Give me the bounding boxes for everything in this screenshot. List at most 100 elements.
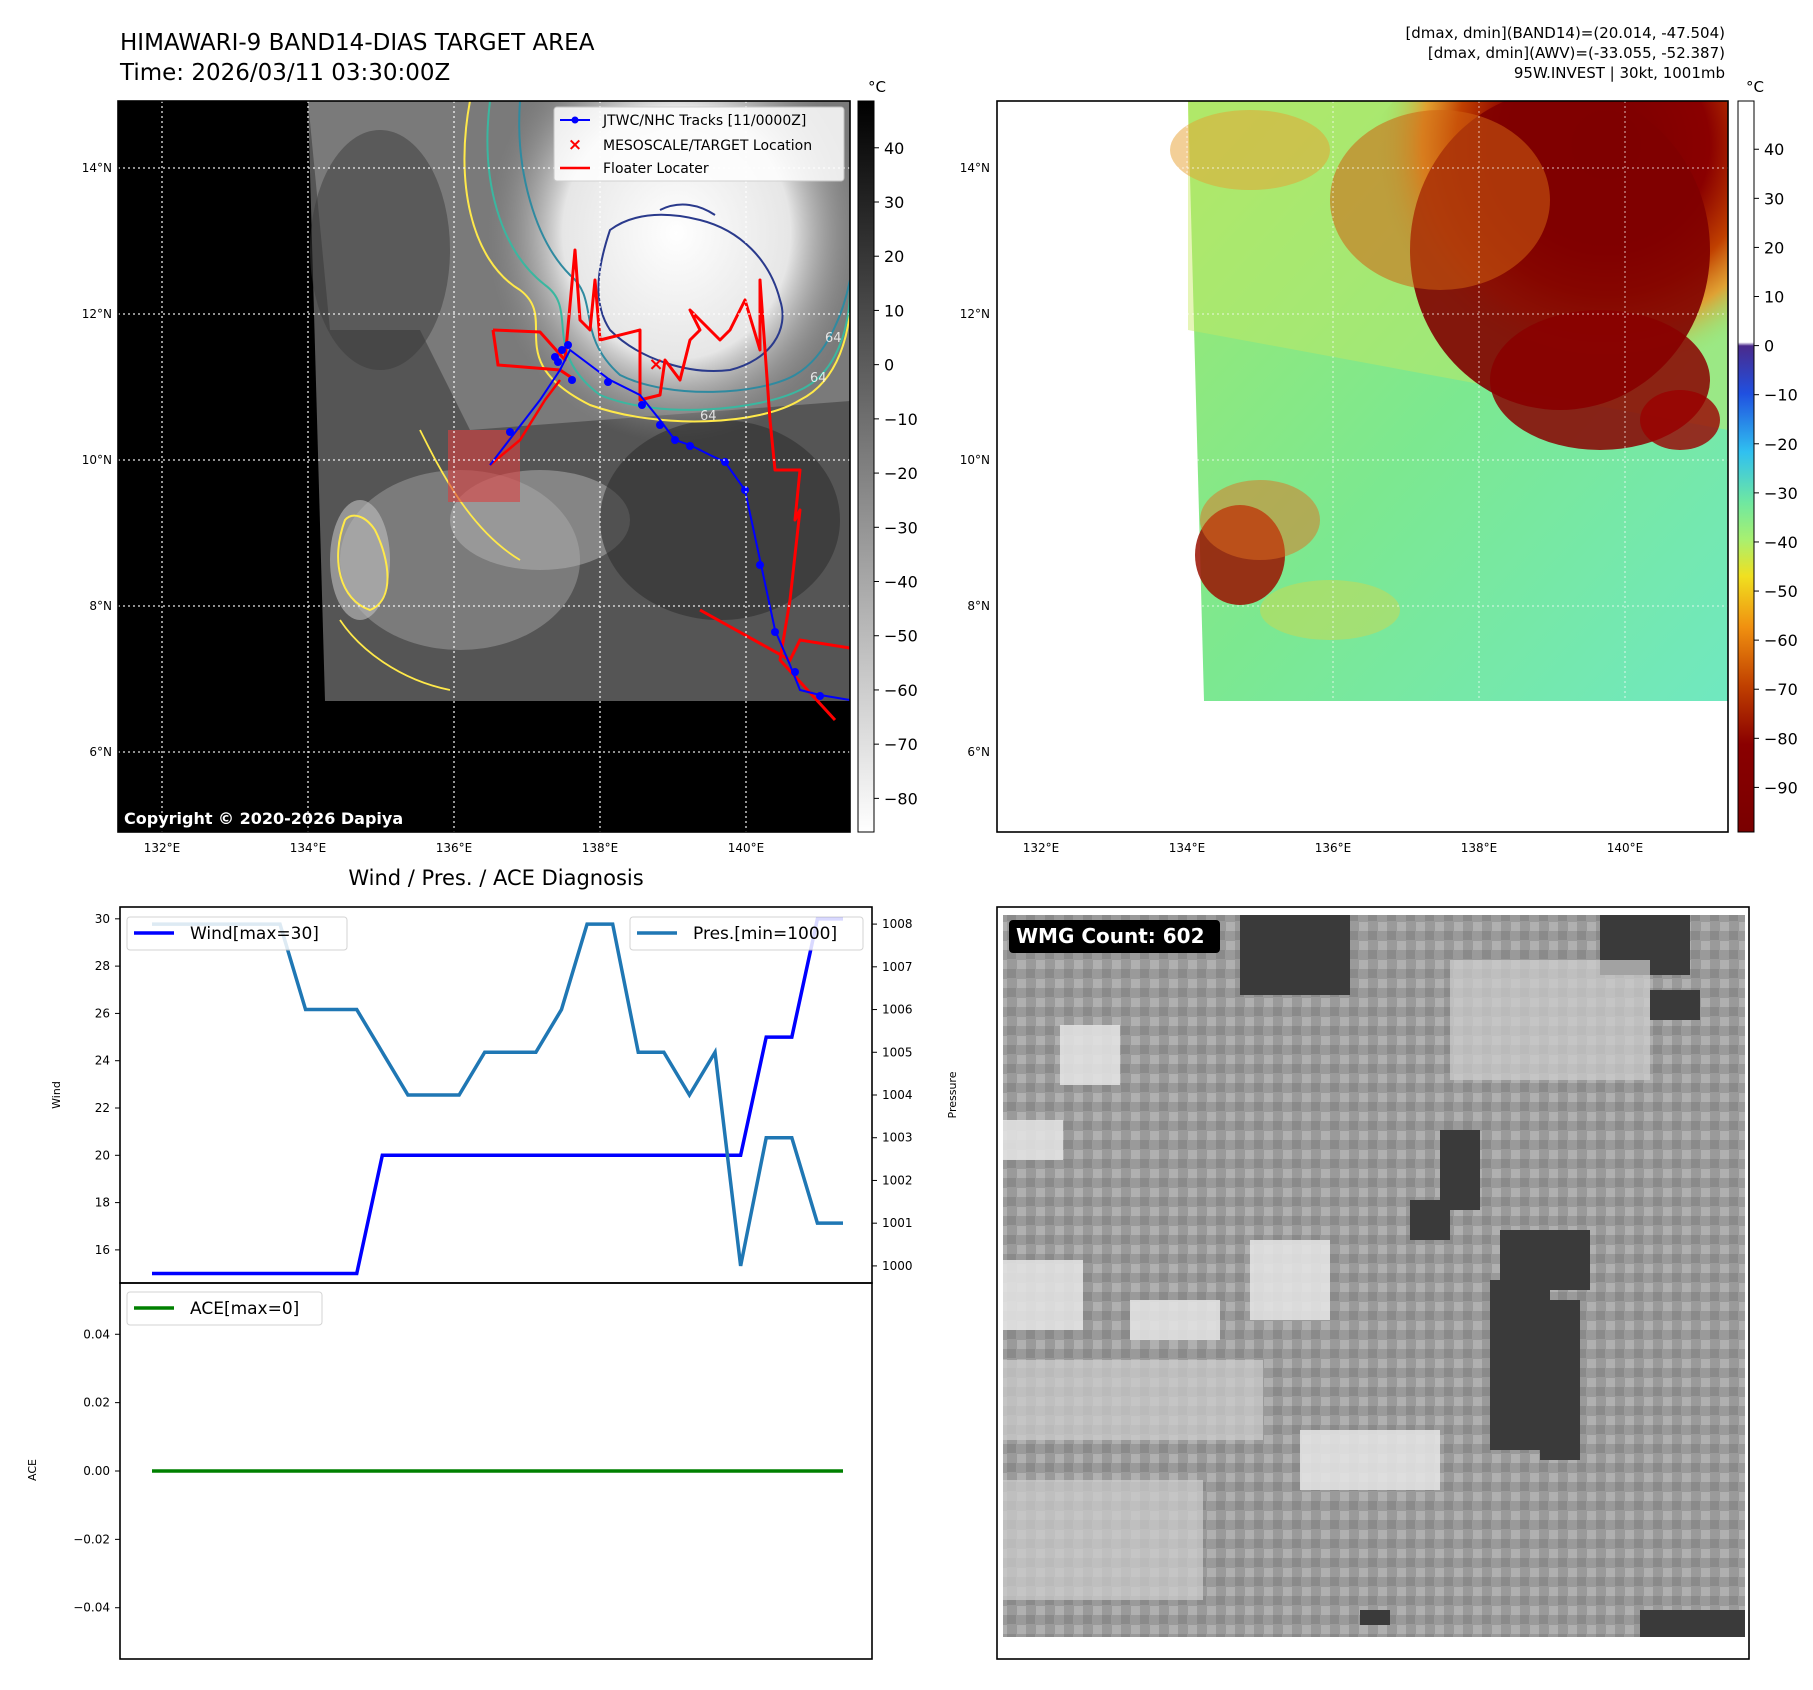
lat-tick: 14°N xyxy=(960,161,990,175)
lon-tick: 136°E xyxy=(1315,841,1352,855)
colorbar-tick-label: 20 xyxy=(1764,238,1784,257)
lat-tick: 8°N xyxy=(967,599,990,613)
pressure-y-tick-label: 1007 xyxy=(882,960,913,974)
colorbar-tick-label: 40 xyxy=(884,139,904,158)
info-band14: [dmax, dmin](BAND14)=(20.014, -47.504) xyxy=(1405,24,1725,42)
map-legend: JTWC/NHC Tracks [11/0000Z] × MESOSCALE/T… xyxy=(553,106,845,182)
ace-y-tick-label: 0.02 xyxy=(83,1396,110,1410)
wind-y-tick-label: 20 xyxy=(95,1148,110,1162)
pressure-axis-label: Pressure xyxy=(946,1071,959,1118)
colorbar-awv: °C 40 30 20 10 0 −10 −20 −30 −40 −50 −60 −70 −80 −90 xyxy=(1737,78,1798,833)
colorbar-tick-label: −70 xyxy=(884,735,918,754)
lon-tick: 134°E xyxy=(1169,841,1206,855)
awv-map-panel: 132°E 134°E 136°E 138°E 140°E 14°N 12°N … xyxy=(960,78,1798,855)
wind-y-tick-label: 26 xyxy=(95,1006,110,1020)
lon-tick: 138°E xyxy=(582,841,619,855)
colorbar-tick-label: −10 xyxy=(1764,386,1798,405)
lat-tick: 14°N xyxy=(82,161,112,175)
info-storm: 95W.INVEST | 30kt, 1001mb xyxy=(1514,64,1725,82)
pressure-y-tick-label: 1006 xyxy=(882,1003,913,1017)
diagnosis-title: Wind / Pres. / ACE Diagnosis xyxy=(348,866,643,890)
lat-tick: 12°N xyxy=(82,307,112,321)
colorbar-tick-label: −90 xyxy=(1764,778,1798,797)
wind-y-tick-label: 16 xyxy=(95,1243,110,1257)
legend-target-icon: × xyxy=(568,135,582,155)
lon-tick: 140°E xyxy=(1607,841,1644,855)
colorbar-unit: °C xyxy=(1746,78,1764,96)
colorbar-tick-label: −50 xyxy=(1764,582,1798,601)
colorbar-tick-label: −10 xyxy=(884,410,918,429)
map1-lon-ticks: 132°E 134°E 136°E 138°E 140°E xyxy=(144,841,765,855)
ace-y-tick-label: −0.02 xyxy=(73,1532,110,1546)
pressure-y-tick-label: 1008 xyxy=(882,917,913,931)
wind-y-tick-label: 18 xyxy=(95,1196,110,1210)
colorbar-tick-label: 10 xyxy=(1764,288,1784,307)
wmg-panel: WMG Count: 602 xyxy=(996,906,1750,1660)
lat-tick: 10°N xyxy=(960,453,990,467)
colorbar-tick-label: 30 xyxy=(1764,189,1784,208)
pressure-y-tick-label: 1002 xyxy=(882,1173,913,1187)
wind-legend: Wind[max=30] xyxy=(126,916,348,951)
lat-tick: 10°N xyxy=(82,453,112,467)
lon-tick: 136°E xyxy=(436,841,473,855)
info-awv: [dmax, dmin](AWV)=(-33.055, -52.387) xyxy=(1428,44,1725,62)
lon-tick: 132°E xyxy=(144,841,181,855)
lon-tick: 134°E xyxy=(290,841,327,855)
map1-gridlines xyxy=(118,101,850,832)
pressure-y-tick-label: 1001 xyxy=(882,1216,913,1230)
pressure-series-line xyxy=(152,922,843,1267)
pressure-y-tick-label: 1000 xyxy=(882,1259,913,1273)
lat-tick: 12°N xyxy=(960,307,990,321)
ace-y-tick-label: −0.04 xyxy=(73,1601,110,1615)
colorbar-unit: °C xyxy=(868,78,886,96)
colorbar-tick-label: −20 xyxy=(884,464,918,483)
lat-tick: 6°N xyxy=(89,745,112,759)
colorbar-tick-label: −50 xyxy=(884,627,918,646)
lat-tick: 6°N xyxy=(967,745,990,759)
wind-axis-label: Wind xyxy=(50,1081,63,1109)
legend-pressure-label: Pres.[min=1000] xyxy=(693,924,837,944)
figure-title-line1: HIMAWARI-9 BAND14-DIAS TARGET AREA xyxy=(120,30,595,56)
legend-target-label: MESOSCALE/TARGET Location xyxy=(603,138,812,154)
figure-title-line2: Time: 2026/03/11 03:30:00Z xyxy=(119,60,450,86)
contour-label: 64 xyxy=(825,331,842,346)
lon-tick: 132°E xyxy=(1023,841,1060,855)
legend-floater-label: Floater Locater xyxy=(603,161,709,177)
legend-ace-label: ACE[max=0] xyxy=(190,1299,299,1319)
lon-tick: 140°E xyxy=(728,841,765,855)
colorbar-band14: °C 40 30 20 10 0 −10 −20 −30 −40 −50 −60 −70 −80 xyxy=(857,78,918,833)
wind-y-tick-label: 22 xyxy=(95,1101,110,1115)
wind-y-tick-label: 28 xyxy=(95,959,110,973)
colorbar-tick-label: −40 xyxy=(884,573,918,592)
ace-legend: ACE[max=0] xyxy=(126,1291,323,1326)
map2-lat-ticks: 14°N 12°N 10°N 8°N 6°N xyxy=(960,161,990,759)
copyright-text: Copyright © 2020-2026 Dapiya xyxy=(124,809,403,828)
legend-wind-label: Wind[max=30] xyxy=(190,924,319,944)
colorbar-tick-label: −40 xyxy=(1764,533,1798,552)
colorbar-tick-label: −80 xyxy=(884,789,918,808)
band14-map-panel: × 64 64 64 Copyright © 2020-2026 Dapiya xyxy=(82,78,918,855)
colorbar-tick-label: 40 xyxy=(1764,140,1784,159)
map2-lon-ticks: 132°E 134°E 136°E 138°E 140°E xyxy=(1023,841,1644,855)
pressure-y-tick-label: 1005 xyxy=(882,1045,913,1059)
wind-y-tick-label: 24 xyxy=(95,1054,110,1068)
colorbar-tick-label: −30 xyxy=(884,518,918,537)
contour-label: 64 xyxy=(700,409,717,424)
ace-y-tick-label: 0.04 xyxy=(83,1327,110,1341)
wind-series-line xyxy=(152,917,843,1276)
legend-tracks-label: JTWC/NHC Tracks [11/0000Z] xyxy=(602,113,806,129)
pressure-y-tick-label: 1004 xyxy=(882,1088,913,1102)
contour-label: 64 xyxy=(810,371,827,386)
colorbar-tick-label: −60 xyxy=(884,681,918,700)
lon-tick: 138°E xyxy=(1461,841,1498,855)
colorbar-tick-label: 0 xyxy=(1764,337,1774,356)
wind-pressure-panel: Wind / Pres. / ACE Diagnosis 16 18 20 22 24 2… xyxy=(50,866,959,1284)
ace-y-tick-label: 0.00 xyxy=(83,1464,110,1478)
colorbar-tick-label: −80 xyxy=(1764,729,1798,748)
map2-gridlines xyxy=(997,101,1728,832)
ace-axis-label: ACE xyxy=(26,1459,39,1481)
colorbar-tick-label: −60 xyxy=(1764,631,1798,650)
colorbar-tick-label: −20 xyxy=(1764,435,1798,454)
pressure-y-tick-label: 1003 xyxy=(882,1131,913,1145)
